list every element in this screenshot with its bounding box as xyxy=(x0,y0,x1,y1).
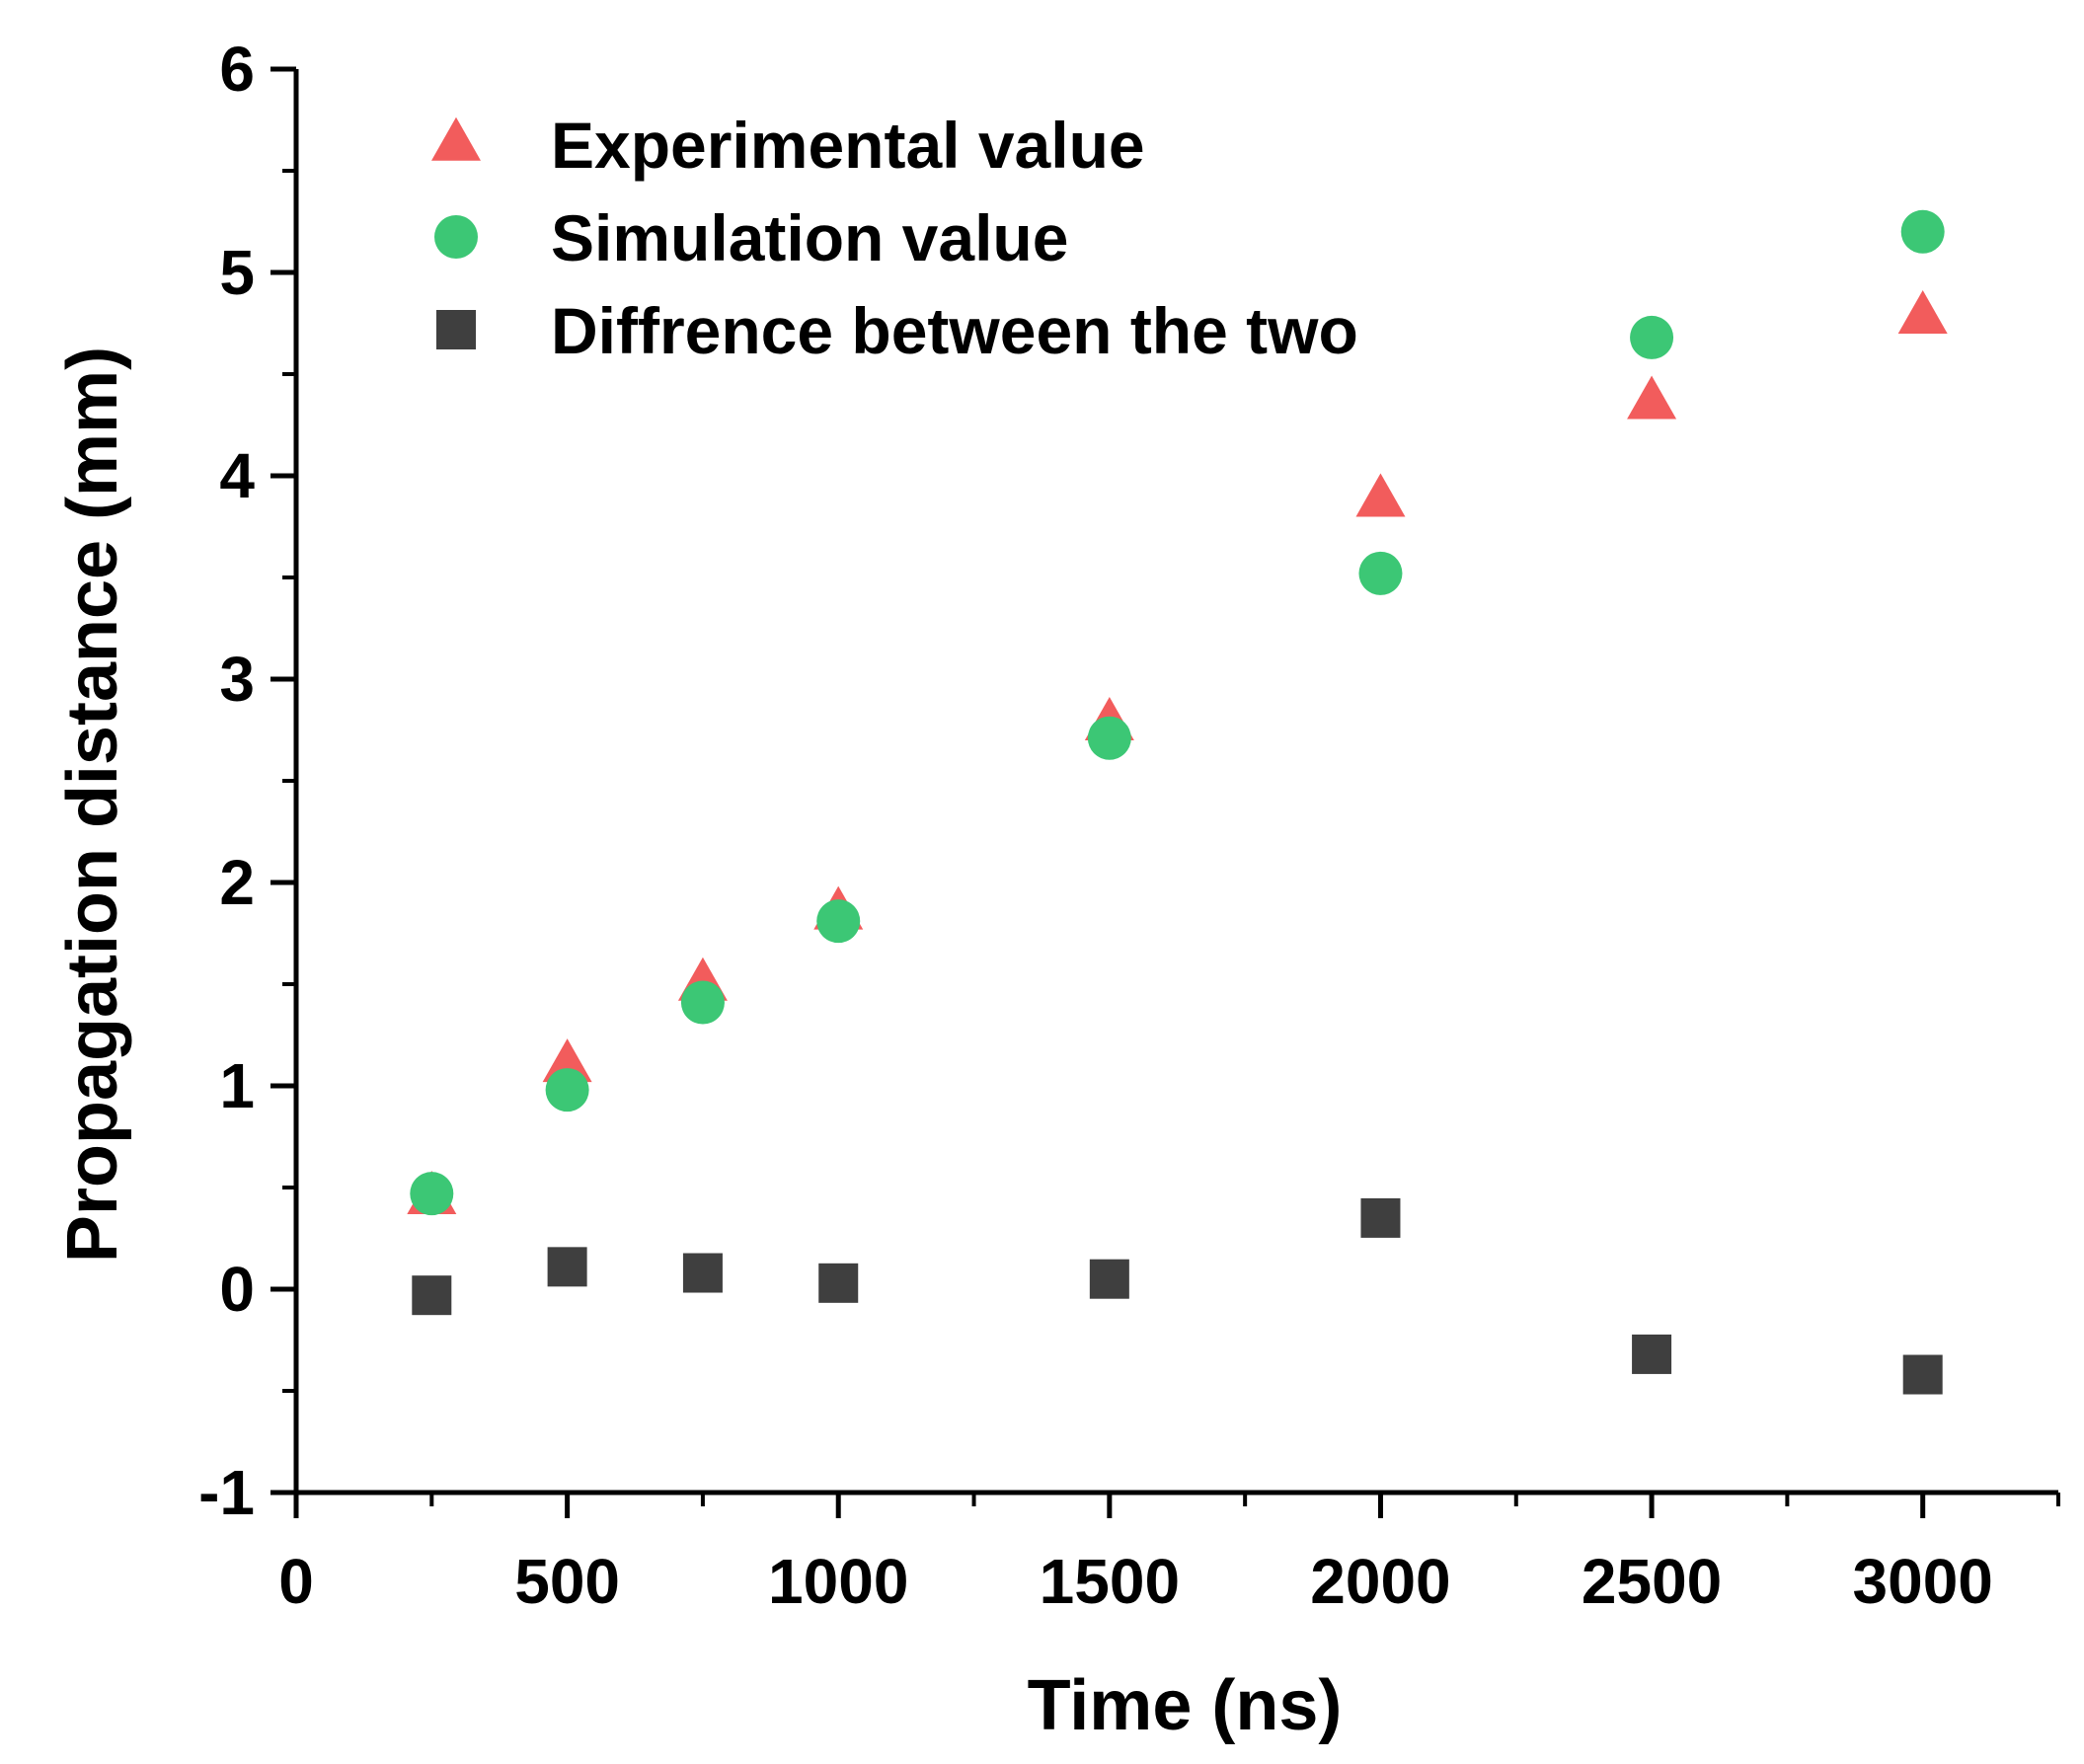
y-tick-label: 4 xyxy=(219,440,255,511)
simulation-point xyxy=(1630,315,1674,359)
simulation-point xyxy=(680,980,725,1025)
x-tick-label: 2000 xyxy=(1310,1546,1450,1617)
y-tick-label: 1 xyxy=(219,1050,255,1121)
x-tick-label: 1500 xyxy=(1040,1546,1180,1617)
difference-point xyxy=(682,1253,723,1293)
legend-square-marker xyxy=(436,310,476,349)
x-tick-label: 500 xyxy=(514,1546,620,1617)
y-axis-label: Propagation distance (mm) xyxy=(53,346,132,1263)
y-tick-label: 6 xyxy=(219,34,255,105)
x-tick-label: 3000 xyxy=(1853,1546,1993,1617)
experimental-point xyxy=(1355,473,1406,517)
difference-point xyxy=(1360,1197,1401,1238)
experimental-point xyxy=(1627,375,1677,420)
simulation-point xyxy=(410,1172,454,1216)
legend-label: Diffrence between the two xyxy=(551,294,1358,367)
x-axis-ticks: 0 500 1000 1500 2000 2500 3000 xyxy=(278,1493,2060,1617)
y-tick-label: 0 xyxy=(219,1254,255,1325)
legend-label: Experimental value xyxy=(551,109,1145,182)
difference-point xyxy=(1089,1259,1129,1299)
data-points xyxy=(407,209,1948,1395)
y-tick-label: 3 xyxy=(219,644,255,715)
difference-point xyxy=(818,1263,859,1303)
y-tick-label: 2 xyxy=(219,847,255,918)
x-axis-label: Time (ns) xyxy=(1028,1666,1343,1745)
legend: Experimental value Simulation value Diffre… xyxy=(431,109,1358,367)
legend-triangle-marker xyxy=(431,116,481,161)
experimental-point xyxy=(542,1038,592,1083)
difference-point xyxy=(547,1247,587,1287)
legend-label: Simulation value xyxy=(551,201,1068,274)
y-axis-ticks: -1 0 1 2 3 4 5 6 xyxy=(198,34,296,1528)
simulation-point xyxy=(545,1068,589,1112)
difference-point xyxy=(1902,1354,1943,1395)
simulation-point xyxy=(1358,551,1403,595)
legend-circle-marker xyxy=(434,215,478,259)
x-tick-label: 1000 xyxy=(768,1546,908,1617)
y-tick-label: -1 xyxy=(198,1457,255,1528)
x-tick-label: 0 xyxy=(278,1546,314,1617)
experimental-point xyxy=(1897,290,1948,335)
simulation-point xyxy=(1900,209,1945,254)
y-tick-label: 5 xyxy=(219,237,255,308)
simulation-point xyxy=(816,899,861,944)
x-tick-label: 2500 xyxy=(1582,1546,1722,1617)
simulation-point xyxy=(1087,716,1131,760)
difference-point xyxy=(412,1275,452,1316)
difference-point xyxy=(1632,1334,1672,1374)
